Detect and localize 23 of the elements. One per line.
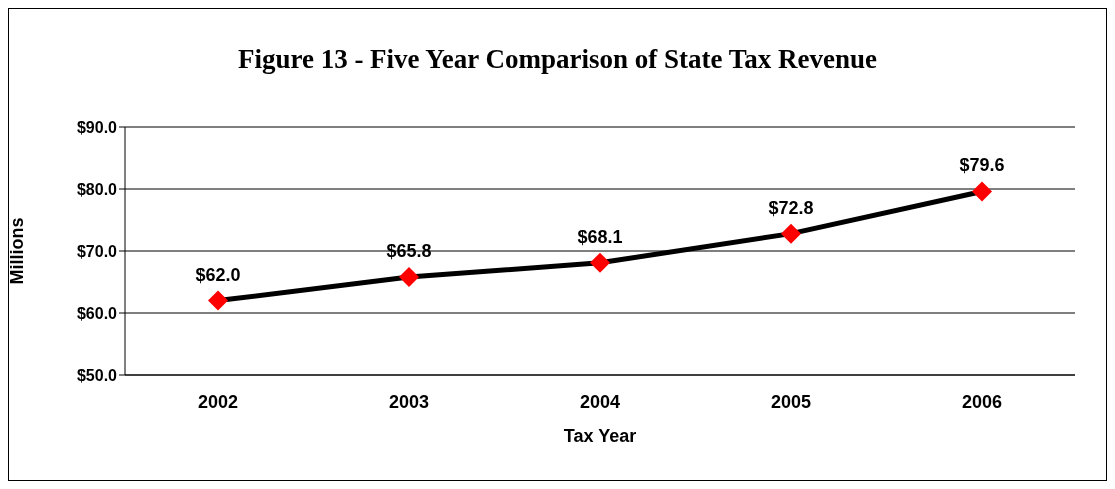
x-tick-label: 2005	[770, 391, 812, 412]
x-tick-label: 2004	[579, 391, 621, 412]
x-tick-label: 2006	[961, 391, 1003, 412]
data-label: $65.8	[386, 241, 432, 262]
x-tick-label: 2002	[197, 391, 239, 412]
data-label: $62.0	[195, 264, 241, 285]
point	[590, 252, 610, 273]
y-tick-label: $90.0	[76, 118, 118, 136]
y-tick-label: $70.0	[76, 242, 118, 260]
data-label: $68.1	[577, 226, 623, 247]
y-tick-label: $50.0	[76, 366, 118, 384]
y-axis-title: Millions	[7, 217, 28, 285]
point	[972, 181, 992, 202]
data-label: $79.6	[959, 155, 1005, 176]
x-axis-title: Tax Year	[563, 426, 637, 446]
y-tick-label: $80.0	[76, 180, 118, 198]
chart-title: Figure 13 - Five Year Comparison of State Tax Revenue	[236, 44, 879, 75]
y-tick-label: $60.0	[76, 304, 118, 322]
point	[781, 223, 801, 244]
point	[208, 290, 228, 311]
data-label: $72.8	[768, 197, 814, 218]
x-tick-label: 2003	[388, 391, 430, 412]
point	[399, 267, 419, 288]
